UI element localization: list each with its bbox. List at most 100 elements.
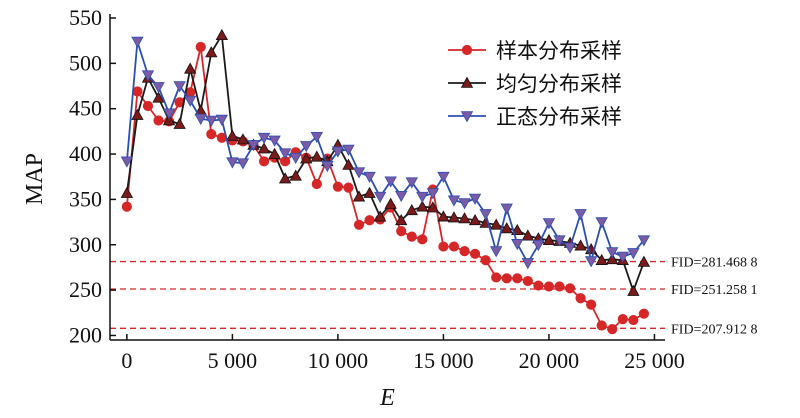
- data-point: [300, 152, 313, 164]
- data-point: [332, 181, 344, 192]
- data-point: [395, 190, 408, 203]
- y-tick-label: 200: [69, 322, 102, 347]
- data-point: [638, 308, 649, 319]
- y-tick-label: 250: [69, 277, 102, 302]
- data-point: [616, 251, 629, 263]
- data-point: [205, 115, 218, 127]
- data-point: [258, 156, 270, 167]
- reference-line-label: FID=207.912 8: [671, 322, 757, 337]
- data-point: [628, 314, 639, 326]
- data-point: [321, 161, 334, 173]
- data-point: [448, 241, 460, 252]
- data-point: [247, 140, 260, 152]
- data-point: [500, 222, 513, 234]
- legend-swatch-marker: [460, 111, 474, 123]
- data-point: [447, 195, 461, 207]
- data-point: [310, 150, 323, 162]
- data-point: [595, 217, 608, 229]
- data-point: [426, 201, 440, 213]
- data-point: [458, 198, 471, 210]
- data-point: [533, 280, 544, 291]
- y-tick-label: 350: [69, 186, 102, 211]
- data-point: [120, 186, 134, 198]
- data-point: [501, 273, 512, 284]
- data-point: [521, 258, 535, 270]
- legend-item: 正态分布采样: [448, 105, 622, 129]
- data-point: [468, 213, 482, 226]
- data-point: [342, 144, 355, 156]
- data-point: [574, 239, 587, 251]
- x-tick-label: 10 000: [308, 348, 369, 373]
- data-point: [417, 234, 428, 245]
- data-point: [310, 132, 323, 144]
- data-point: [363, 186, 376, 198]
- data-point: [226, 157, 239, 169]
- data-point: [226, 129, 239, 141]
- data-point: [406, 231, 417, 242]
- data-point: [353, 219, 365, 230]
- data-point: [532, 239, 545, 252]
- data-point: [384, 197, 397, 209]
- data-point: [459, 246, 470, 257]
- y-tick-label: 450: [69, 96, 102, 121]
- reference-line-label: FID=281.468 8: [671, 256, 757, 271]
- data-point: [574, 209, 587, 221]
- data-point: [405, 203, 418, 216]
- data-point: [553, 235, 566, 247]
- data-point: [595, 253, 608, 265]
- legend-label: 样本分布采样: [496, 39, 622, 63]
- data-point: [121, 201, 132, 212]
- data-point: [278, 172, 292, 184]
- data-point: [173, 81, 186, 93]
- series-2: [120, 28, 651, 296]
- data-point: [141, 70, 155, 82]
- legend-swatch-marker: [460, 76, 474, 88]
- data-point: [489, 218, 503, 230]
- data-point: [437, 171, 450, 184]
- data-point: [373, 191, 387, 204]
- data-point: [396, 226, 407, 237]
- reference-line-label: FID=251.258 1: [671, 283, 757, 298]
- data-point: [575, 293, 586, 304]
- x-tick-label: 5 000: [208, 348, 258, 373]
- data-point: [153, 115, 164, 126]
- data-point: [194, 113, 207, 126]
- x-tick-label: 25 000: [624, 348, 685, 373]
- data-point: [521, 229, 535, 241]
- data-point: [584, 256, 598, 268]
- data-point: [120, 156, 134, 168]
- data-point: [331, 146, 345, 158]
- data-point: [606, 252, 619, 265]
- legend-item: 样本分布采样: [448, 39, 622, 63]
- y-tick-label: 400: [69, 141, 102, 166]
- data-point: [352, 167, 366, 179]
- data-point: [162, 114, 176, 126]
- data-point: [447, 211, 461, 223]
- data-point: [468, 193, 482, 205]
- data-point: [268, 147, 281, 159]
- series-3: [120, 36, 651, 270]
- data-point: [627, 284, 640, 296]
- x-tick-label: 0: [121, 348, 132, 373]
- data-point: [596, 320, 607, 331]
- data-point: [300, 141, 313, 153]
- data-point: [511, 239, 524, 251]
- legend-label: 正态分布采样: [496, 105, 622, 129]
- data-point: [405, 177, 418, 189]
- data-point: [416, 191, 429, 204]
- data-point: [363, 171, 376, 184]
- data-point: [563, 242, 577, 254]
- data-point: [205, 46, 218, 58]
- data-point: [162, 108, 176, 120]
- data-point: [257, 132, 271, 145]
- y-tick-label: 300: [69, 232, 102, 257]
- x-tick-label: 15 000: [413, 348, 474, 373]
- data-point: [522, 275, 533, 287]
- legend-label: 均匀分布采样: [496, 72, 622, 96]
- data-point: [564, 283, 576, 294]
- data-point: [458, 212, 471, 224]
- data-point: [554, 281, 565, 292]
- data-point: [586, 299, 597, 310]
